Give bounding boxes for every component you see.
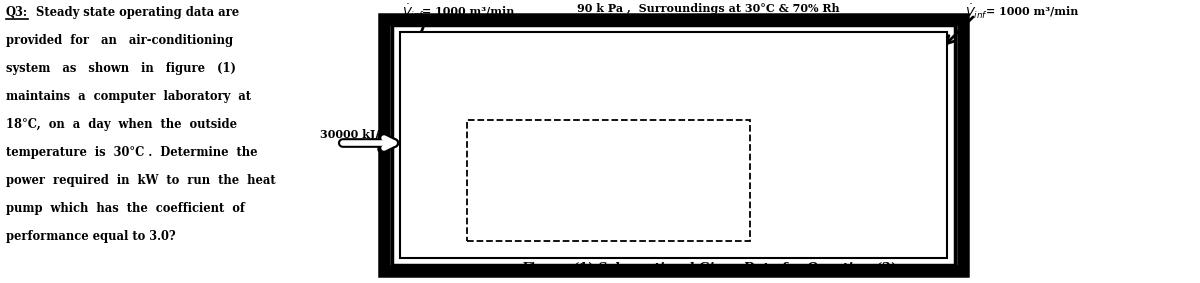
Text: provided  for   an   air-conditioning: provided for an air-conditioning xyxy=(6,34,233,47)
Text: = 1000 m³/min: = 1000 m³/min xyxy=(986,6,1079,17)
Bar xyxy=(384,19,964,271)
Text: computers lighting: computers lighting xyxy=(548,173,668,184)
Bar xyxy=(392,25,955,265)
Text: = 1000 m³/min: = 1000 m³/min xyxy=(422,6,515,17)
Text: $\dot{V}_{inf}$: $\dot{V}_{inf}$ xyxy=(965,2,988,21)
Text: Q3:: Q3: xyxy=(6,6,28,19)
Text: $\dot{V}_{inf}$: $\dot{V}_{inf}$ xyxy=(402,2,425,21)
Text: performance equal to 3.0?: performance equal to 3.0? xyxy=(6,230,175,243)
Text: system   as   shown   in   figure   (1): system as shown in figure (1) xyxy=(6,62,236,75)
Text: 18°C,  on  a  day  when  the  outside: 18°C, on a day when the outside xyxy=(6,118,238,131)
Text: 2000 kJ/h: 2000 kJ/h xyxy=(758,95,817,106)
Text: power  required  in  kW  to  run  the  heat: power required in kW to run the heat xyxy=(6,174,276,187)
Bar xyxy=(400,32,947,258)
Bar xyxy=(467,120,750,241)
Text: Steady state operating data are: Steady state operating data are xyxy=(28,6,239,19)
Text: 20 pupils, and occupants: 20 pupils, and occupants xyxy=(530,153,686,164)
Text: Figure (1) Schematic ad Given Data for Question (3): Figure (1) Schematic ad Given Data for Q… xyxy=(521,262,896,275)
Text: 8000 kJ/h: 8000 kJ/h xyxy=(474,73,534,84)
Text: 18°C & 55% Rh: 18°C & 55% Rh xyxy=(652,46,746,57)
Text: pump  which  has  the  coefficient  of: pump which has the coefficient of xyxy=(6,202,245,215)
Text: maintains  a  computer  laboratory  at: maintains a computer laboratory at xyxy=(6,90,251,103)
Text: 30000 kJ/h: 30000 kJ/h xyxy=(319,130,386,140)
Text: Computer  laboratory at: Computer laboratory at xyxy=(623,31,774,42)
Text: temperature  is  30°C .  Determine  the: temperature is 30°C . Determine the xyxy=(6,146,258,159)
Text: 90 k Pa ,  Surroundings at 30°C & 70% Rh: 90 k Pa , Surroundings at 30°C & 70% Rh xyxy=(577,3,840,14)
